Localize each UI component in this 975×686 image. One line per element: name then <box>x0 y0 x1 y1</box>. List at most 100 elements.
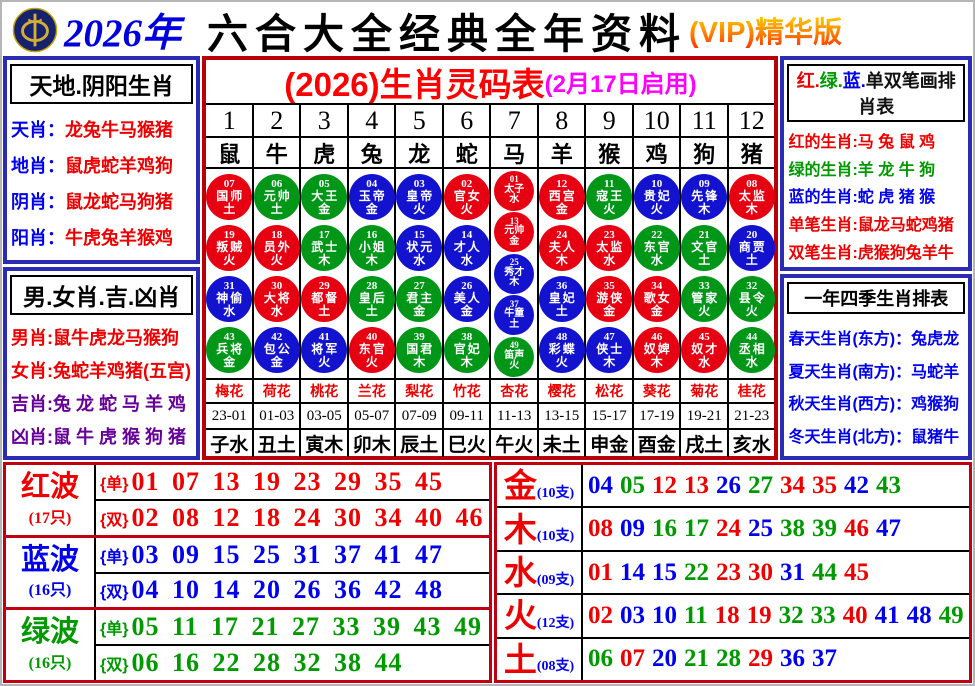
wave-parity-tag: {双} <box>100 511 129 529</box>
column-flower: 桃花 <box>301 380 347 404</box>
element-number: 48 <box>906 601 932 629</box>
element-number: 05 <box>620 471 645 499</box>
element-numbers: 08 09 16 17 24 25 38 39 46 47 <box>583 508 969 549</box>
element-name: 火 <box>503 597 537 635</box>
element-count: (12支) <box>536 615 575 631</box>
ball-role: 叛贼 <box>216 240 245 255</box>
wave-group: 蓝波 (16只) {单} 03 09 15 25 31 37 41 47 {双} 04 1… <box>6 537 489 611</box>
attribute-row: 女肖:兔蛇羊鸡猪(五宫) <box>11 357 192 383</box>
ball-role: 神偷 <box>216 291 245 306</box>
ball-role: 夫人 <box>548 240 577 255</box>
column-circles: 04 玉帝金 16 小姐木 28 皇后土 40 东官火 <box>348 169 395 380</box>
ball-number: 08 <box>746 177 758 190</box>
number-ball: 22 东官水 <box>633 225 680 271</box>
ball-role: 丞相 <box>738 342 767 357</box>
number-ball: 36 皇妃土 <box>538 276 585 322</box>
column-number: 8 <box>538 105 585 138</box>
ball-element: 水 <box>460 252 473 267</box>
element-number: 44 <box>812 558 837 586</box>
gender-luck-box: 男.女肖.吉.凶肖 男肖:鼠牛虎龙马猴狗 女肖:兔蛇羊鸡猪(五宫) 吉肖:兔 龙 蛇… <box>3 267 201 460</box>
ball-number: 06 <box>271 177 283 190</box>
ball-number: 22 <box>651 228 663 241</box>
column-branch: 卯木 <box>352 435 391 456</box>
wave-number-row: {双} 06 16 22 28 32 38 44 <box>96 646 489 680</box>
ball-role: 县令 <box>738 291 767 306</box>
number-ball: 48 彩蝶火 <box>538 327 585 373</box>
ball-number: 38 <box>461 330 473 343</box>
right-sidebar: 红.绿.蓝.单双笔画排肖表 红的生肖:马 兔 鼠 鸡绿的生肖:羊 龙 牛 狗蓝的… <box>780 56 972 460</box>
number-ball: 11 寇王火 <box>586 174 633 220</box>
ball-role: 西宫 <box>548 189 577 204</box>
column-zodiac: 狗 <box>681 138 727 169</box>
ball-element: 木 <box>650 354 663 369</box>
color-stroke-box: 红.绿.蓝.单双笔画排肖表 红的生肖:马 兔 鼠 鸡绿的生肖:羊 龙 牛 狗蓝的… <box>780 56 972 271</box>
ball-role: 官女 <box>453 189 482 204</box>
wave-name: 红波 <box>20 470 79 503</box>
element-number: 40 <box>842 601 868 629</box>
number-ball: 19 叛贼火 <box>206 225 253 271</box>
zodiac-column: 5 龙 03 皇帝火 15 状元水 27 君主金 39 国君木梨花 07-09 辰土 <box>396 105 444 457</box>
ball-element: 火 <box>365 354 378 369</box>
ball-element: 火 <box>318 354 331 369</box>
attribute-row: 单笔生肖:鼠龙马蛇鸡猪 <box>788 217 954 235</box>
column-branch: 寅木 <box>305 435 344 456</box>
ball-number: 42 <box>271 330 283 343</box>
number-ball: 41 将军火 <box>301 327 348 373</box>
number-ball: 01 太子水 <box>494 170 535 211</box>
ball-role: 员外 <box>263 240 292 255</box>
column-zodiac: 牛 <box>253 138 300 169</box>
column-flower: 兰花 <box>348 380 395 404</box>
element-number: 29 <box>748 645 773 673</box>
number-ball: 12 西宫金 <box>538 174 585 220</box>
ball-role: 笛声 <box>504 349 525 361</box>
column-flower: 葵花 <box>633 380 680 404</box>
element-number: 02 <box>588 601 613 629</box>
ball-element: 土 <box>509 318 520 330</box>
ball-number: 48 <box>556 330 568 343</box>
row-value: 鼠虎蛇羊鸡狗 <box>65 156 173 176</box>
ball-number: 36 <box>556 279 568 292</box>
ball-element: 火 <box>270 252 283 267</box>
ball-number: 31 <box>223 279 235 292</box>
ball-number: 09 <box>698 177 710 190</box>
element-number: 17 <box>684 515 709 543</box>
elements-box: 金 (10支) 04 05 12 13 26 27 34 35 42 43 木 (10支) 08 09 16 17… <box>494 462 972 683</box>
attribute-row: 绿的生肖:羊 龙 牛 狗 <box>788 161 936 179</box>
ball-role: 奴才 <box>691 342 720 357</box>
wave-parity-tag: {双} <box>100 584 129 602</box>
site-logo-icon <box>12 7 58 52</box>
number-ball: 09 先锋木 <box>681 174 728 220</box>
column-zodiac: 猴 <box>586 138 632 169</box>
element-number: 19 <box>746 601 772 629</box>
table-title: (2026)生肖灵码表 (2月17日启用) <box>206 60 774 103</box>
wave-numbers: 04 10 14 20 26 36 42 48 <box>131 575 443 605</box>
column-circles: 12 西宫金 24 夫人木 36 皇妃土 48 彩蝶火 <box>538 169 585 380</box>
ball-number: 16 <box>366 228 378 241</box>
column-zodiac: 鼠 <box>206 138 252 169</box>
element-number: 03 <box>620 601 645 629</box>
zodiac-column: 9 猴 11 寇王火 23 太监水 35 游侠金 47 侠士木松花 15-17 申金 <box>586 105 634 457</box>
element-number: 47 <box>876 515 901 543</box>
ball-role: 管家 <box>691 291 720 306</box>
number-ball: 44 丞相水 <box>728 327 775 373</box>
attribute-row: 天肖：龙兔牛马猴猪 <box>11 116 192 142</box>
ball-number: 37 <box>509 298 519 309</box>
ball-number: 11 <box>604 177 615 190</box>
ball-number: 40 <box>366 330 378 343</box>
number-ball: 06 元帅土 <box>253 174 300 220</box>
element-number: 28 <box>716 645 741 673</box>
ball-role: 都督 <box>311 291 340 306</box>
number-ball: 24 夫人木 <box>538 225 585 271</box>
wave-count: (17只) <box>28 509 72 527</box>
ball-element: 水 <box>698 354 711 369</box>
element-label: 木 (10支) <box>497 508 583 550</box>
ball-number: 04 <box>366 177 378 190</box>
ball-number: 26 <box>461 279 473 292</box>
number-ball: 14 才人水 <box>443 225 490 271</box>
ball-role: 国师 <box>216 189 245 204</box>
element-number: 20 <box>652 645 677 673</box>
element-count: (10支) <box>536 529 575 545</box>
zodiac-column: 8 羊 12 西宫金 24 夫人木 36 皇妃土 48 彩蝶火樱花 13-15 未土 <box>538 105 587 457</box>
zodiac-grid: 1 鼠 07 国师土 19 叛贼火 31 神偷水 43 兵将金梅花 23-01 子水 2 牛 06 元帅土 18… <box>206 103 775 457</box>
